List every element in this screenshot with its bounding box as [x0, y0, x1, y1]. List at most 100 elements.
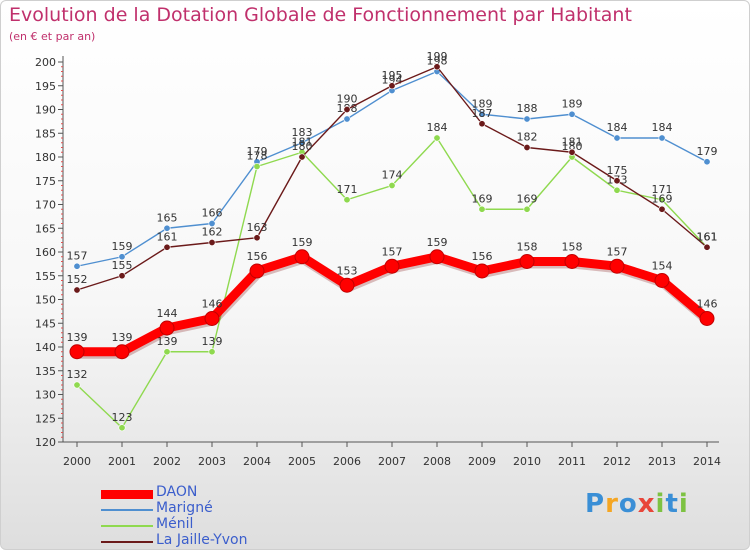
legend-label: Ménil: [156, 516, 194, 532]
data-point: [433, 134, 441, 142]
data-point: [478, 205, 486, 213]
data-label: 171: [337, 183, 358, 196]
data-point: [429, 249, 445, 265]
data-point: [703, 158, 711, 166]
legend-label: Marigné: [156, 500, 213, 516]
data-label: 159: [427, 236, 448, 249]
chart-subtitle: (en € et par an): [9, 30, 96, 43]
y-tick-label: 120: [35, 436, 56, 449]
x-tick-label: 2013: [648, 455, 676, 468]
data-point: [613, 186, 621, 194]
data-point: [478, 110, 486, 118]
data-point: [658, 205, 666, 213]
x-tick-label: 2005: [288, 455, 316, 468]
data-label: 159: [112, 240, 133, 253]
data-label: 174: [382, 169, 403, 182]
legend-label: La Jaille-Yvon: [156, 532, 248, 548]
data-point: [294, 249, 310, 265]
data-point: [388, 82, 396, 90]
x-tick-label: 2008: [423, 455, 451, 468]
data-point: [73, 262, 81, 270]
y-tick-label: 155: [35, 270, 56, 283]
data-point: [519, 254, 535, 269]
data-point: [204, 311, 220, 326]
data-point: [73, 286, 81, 294]
legend-swatch: [101, 509, 153, 511]
data-label: 165: [157, 211, 178, 224]
y-tick-label: 150: [35, 294, 56, 307]
data-label: 171: [652, 183, 673, 196]
data-label: 139: [67, 331, 88, 344]
data-label: 162: [202, 226, 223, 239]
data-point: [163, 243, 171, 251]
x-tick-label: 2004: [243, 455, 271, 468]
data-label: 158: [517, 241, 538, 254]
data-point: [159, 320, 175, 336]
data-point: [699, 311, 715, 326]
data-point: [253, 234, 261, 242]
data-point: [163, 348, 171, 356]
data-point: [388, 182, 396, 190]
x-tick-label: 2000: [63, 455, 91, 468]
data-point: [343, 115, 351, 123]
data-point: [568, 148, 576, 156]
x-tick-label: 2007: [378, 455, 406, 468]
y-tick-label: 190: [35, 104, 56, 117]
data-label: 189: [562, 97, 583, 110]
data-point: [208, 348, 216, 356]
y-tick-label: 175: [35, 175, 56, 188]
data-label: 157: [67, 249, 88, 262]
data-point: [523, 144, 531, 152]
data-label: 180: [562, 140, 583, 153]
data-point: [69, 344, 85, 360]
data-point: [564, 254, 580, 269]
data-label: 183: [292, 126, 313, 139]
data-label: 161: [157, 230, 178, 243]
data-label: 158: [562, 241, 583, 254]
y-tick-label: 165: [35, 222, 56, 235]
data-label: 179: [697, 145, 718, 158]
data-label: 156: [472, 250, 493, 263]
data-label: 175: [607, 164, 628, 177]
data-point: [658, 196, 666, 204]
data-point: [523, 205, 531, 213]
data-point: [613, 177, 621, 185]
data-label: 178: [247, 150, 268, 163]
data-point: [163, 224, 171, 232]
data-label: 182: [517, 131, 538, 144]
data-label: 184: [607, 121, 628, 134]
data-point: [474, 263, 490, 279]
data-label: 144: [157, 307, 178, 320]
y-tick-label: 160: [35, 246, 56, 259]
x-tick-label: 2002: [153, 455, 181, 468]
data-label: 195: [382, 69, 403, 82]
y-tick-label: 185: [35, 127, 56, 140]
data-label: 146: [202, 298, 223, 311]
x-tick-label: 2011: [558, 455, 586, 468]
logo-letter: i: [655, 489, 666, 519]
data-label: 198: [427, 55, 448, 68]
data-label: 169: [652, 192, 673, 205]
data-point: [433, 63, 441, 71]
data-label: 139: [157, 335, 178, 348]
y-tick-label: 170: [35, 199, 56, 212]
data-label: 157: [607, 245, 628, 258]
data-label: 161: [697, 230, 718, 243]
y-tick-label: 195: [35, 80, 56, 93]
data-label: 156: [247, 250, 268, 263]
data-label: 199: [427, 50, 448, 63]
x-tick-label: 2010: [513, 455, 541, 468]
data-point: [568, 110, 576, 118]
data-point: [343, 106, 351, 114]
data-label: 132: [67, 368, 88, 381]
data-point: [703, 243, 711, 251]
data-label: 163: [247, 221, 268, 234]
data-point: [298, 153, 306, 161]
data-point: [208, 239, 216, 247]
chart-title: Evolution de la Dotation Globale de Fonc…: [9, 4, 632, 26]
y-tick-label: 135: [35, 365, 56, 378]
data-point: [339, 277, 355, 293]
logo-letter: x: [637, 489, 656, 519]
